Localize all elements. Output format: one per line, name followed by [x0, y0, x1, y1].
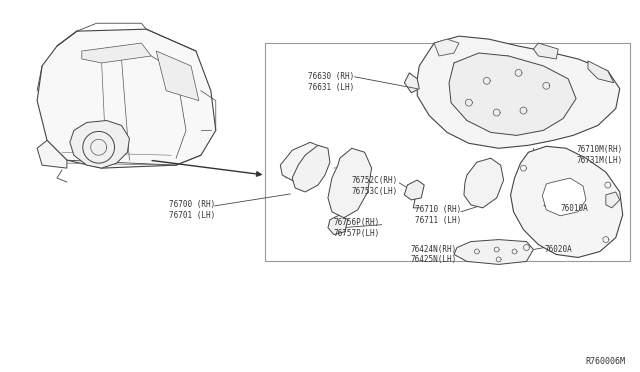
Polygon shape	[417, 36, 620, 148]
Polygon shape	[542, 178, 586, 216]
Text: 76424N(RH): 76424N(RH)	[411, 244, 457, 254]
Polygon shape	[292, 145, 330, 192]
Text: 76710M(RH): 76710M(RH)	[577, 145, 623, 154]
Polygon shape	[37, 140, 67, 168]
Text: 76756P(RH): 76756P(RH)	[333, 218, 380, 227]
Text: 76020A: 76020A	[544, 244, 572, 254]
Text: 76701 (LH): 76701 (LH)	[168, 211, 215, 220]
Polygon shape	[82, 43, 151, 63]
Polygon shape	[588, 61, 614, 83]
Polygon shape	[70, 121, 129, 168]
Polygon shape	[511, 146, 623, 257]
Text: 76752C(RH): 76752C(RH)	[351, 176, 397, 185]
Polygon shape	[404, 180, 424, 200]
Bar	[266, 43, 630, 262]
Text: 76757P(LH): 76757P(LH)	[333, 229, 380, 238]
Text: 76753C(LH): 76753C(LH)	[351, 187, 397, 196]
Text: 76631 (LH): 76631 (LH)	[308, 83, 355, 92]
Polygon shape	[156, 51, 199, 101]
Polygon shape	[328, 215, 348, 235]
Text: 76710 (RH): 76710 (RH)	[415, 205, 461, 214]
Text: 76711 (LH): 76711 (LH)	[415, 216, 461, 225]
Text: 76425N(LH): 76425N(LH)	[411, 256, 457, 264]
Text: 76630 (RH): 76630 (RH)	[308, 72, 355, 81]
Text: R760006M: R760006M	[586, 357, 626, 366]
Polygon shape	[464, 158, 504, 208]
Text: 76010A: 76010A	[560, 204, 588, 213]
Text: 76731M(LH): 76731M(LH)	[577, 156, 623, 165]
Polygon shape	[328, 148, 372, 218]
Polygon shape	[449, 53, 576, 135]
Polygon shape	[37, 29, 216, 168]
Text: 76700 (RH): 76700 (RH)	[168, 200, 215, 209]
Polygon shape	[434, 39, 459, 56]
Polygon shape	[454, 240, 533, 264]
Polygon shape	[606, 192, 620, 208]
Polygon shape	[280, 142, 325, 182]
Polygon shape	[533, 43, 558, 59]
Polygon shape	[404, 73, 419, 93]
